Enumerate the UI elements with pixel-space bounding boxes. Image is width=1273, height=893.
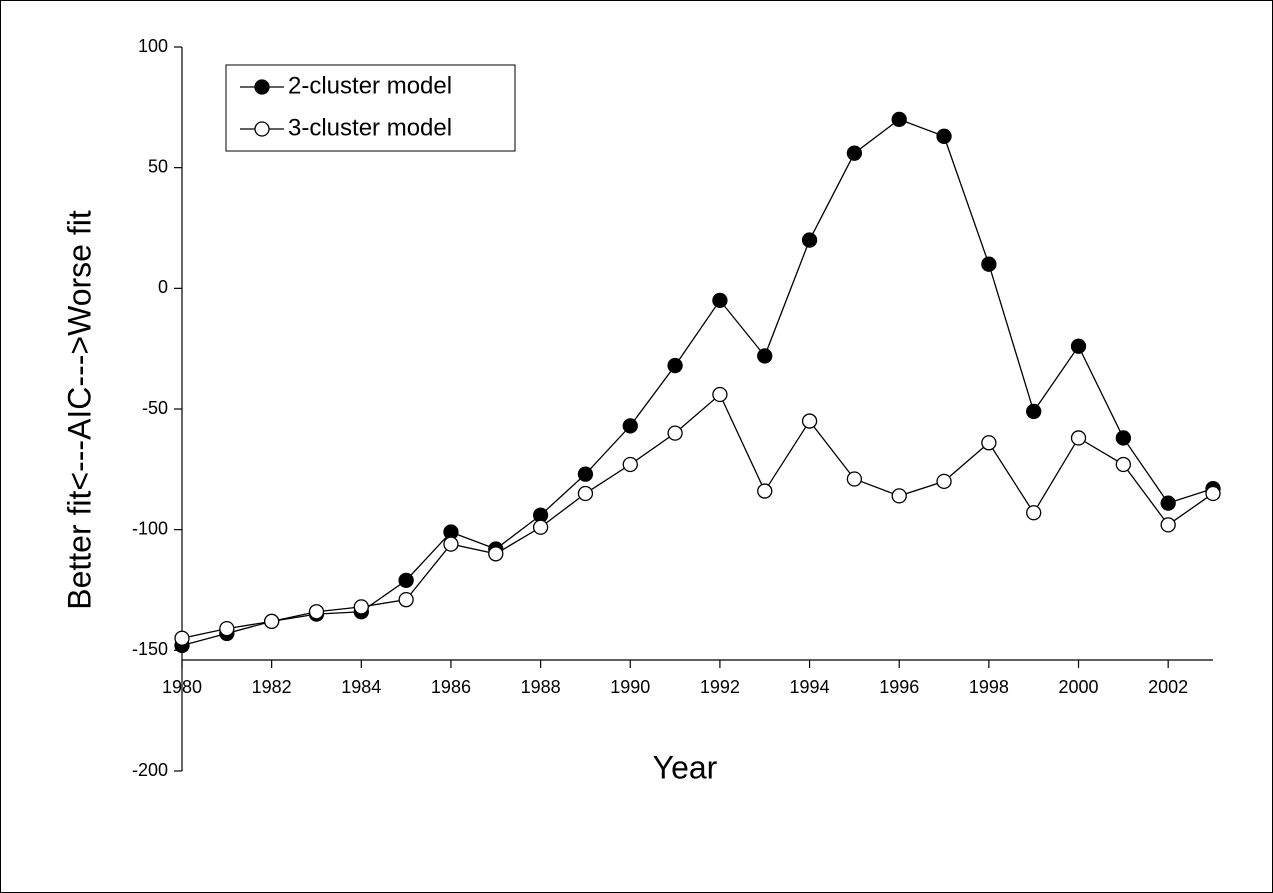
- point: [1205, 485, 1221, 502]
- point: [712, 292, 728, 309]
- y-tick-label: -50: [142, 398, 168, 418]
- x-tick-label: 1982: [252, 677, 292, 697]
- point: [1160, 495, 1176, 511]
- point: [443, 536, 459, 552]
- point: [398, 572, 414, 588]
- x-tick-label: 1990: [610, 677, 650, 697]
- point: [577, 485, 594, 502]
- y-tick-label: -150: [132, 639, 168, 659]
- x-tick-label: 2000: [1058, 677, 1098, 697]
- point: [757, 348, 773, 364]
- x-tick-label: 1988: [521, 677, 561, 697]
- point: [981, 435, 997, 451]
- point: [174, 630, 190, 646]
- x-tick-label: 2002: [1148, 677, 1188, 697]
- point: [219, 620, 235, 637]
- legend-marker: [254, 79, 270, 95]
- point: [308, 604, 325, 620]
- point: [757, 483, 773, 499]
- point: [264, 613, 280, 630]
- x-tick-label: 1992: [700, 677, 740, 697]
- x-tick-label: 1998: [969, 677, 1009, 697]
- point: [667, 425, 683, 441]
- point: [667, 357, 683, 374]
- point: [801, 232, 818, 248]
- point: [488, 546, 504, 562]
- point: [622, 418, 638, 434]
- point: [801, 413, 818, 429]
- point: [891, 111, 907, 128]
- x-tick-label: 1994: [790, 677, 830, 697]
- point: [1115, 430, 1131, 446]
- x-axis-label: Year: [653, 749, 718, 785]
- y-tick-label: 50: [148, 156, 168, 176]
- point: [846, 471, 863, 487]
- legend-marker: [254, 121, 270, 137]
- point: [891, 488, 907, 504]
- x-tick-label: 1984: [341, 677, 381, 697]
- point: [1070, 430, 1087, 446]
- point: [712, 386, 728, 403]
- point: [353, 599, 369, 615]
- point: [577, 466, 594, 482]
- legend-box: [225, 64, 516, 152]
- y-tick-label: 0: [158, 277, 168, 297]
- point: [936, 128, 952, 144]
- y-axis-label: Better fit<---AIC--->Worse fit: [61, 210, 97, 610]
- point: [622, 456, 638, 473]
- point: [1026, 505, 1042, 521]
- point: [936, 473, 952, 490]
- y-tick-label: -200: [132, 760, 168, 780]
- point: [846, 145, 863, 161]
- point: [1070, 338, 1087, 354]
- point: [398, 592, 414, 608]
- point: [1160, 517, 1176, 533]
- legend-label: 2-cluster model: [288, 72, 452, 99]
- x-tick-label: 1986: [431, 677, 471, 697]
- x-tick-label: 1980: [162, 677, 202, 697]
- y-tick-label: -100: [132, 518, 168, 538]
- point: [1026, 403, 1042, 420]
- point: [981, 256, 997, 272]
- y-tick-label: 100: [138, 36, 168, 56]
- x-tick-label: 1996: [879, 677, 919, 697]
- legend-label: 3-cluster model: [288, 114, 452, 141]
- point: [1115, 456, 1131, 473]
- point: [532, 519, 549, 535]
